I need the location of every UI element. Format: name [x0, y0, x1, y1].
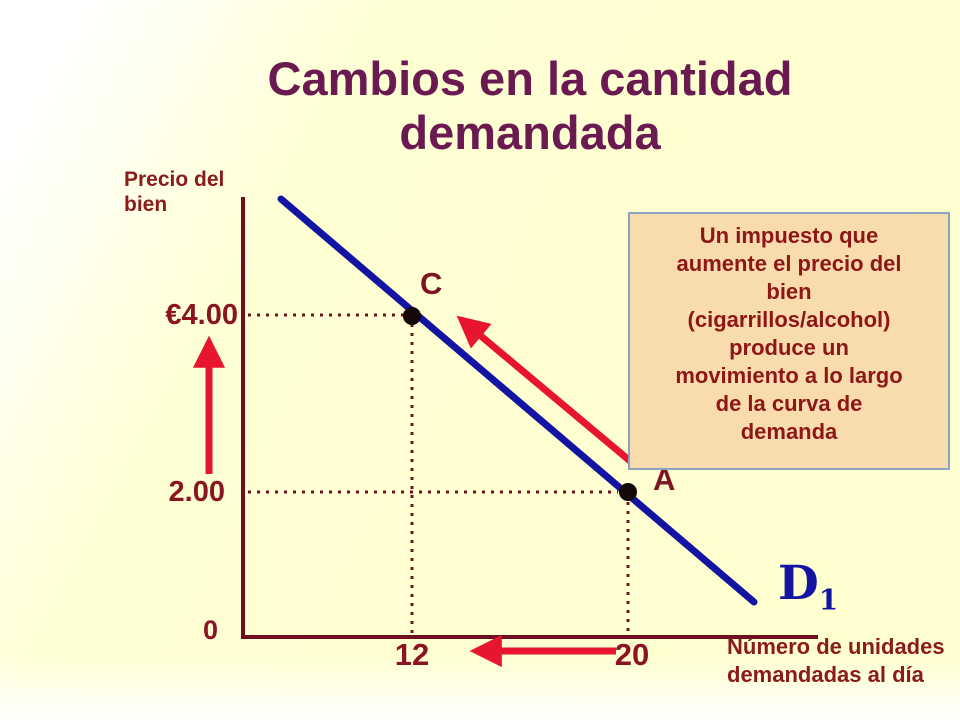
y-tick-4: €4.00	[165, 299, 238, 331]
x-tick-20: 20	[614, 637, 650, 672]
callout-text: Un impuesto que aumente el precio del bi…	[675, 223, 903, 444]
x-tick-12: 12	[394, 637, 430, 672]
curve-label-d1: D1	[778, 556, 838, 614]
y-tick-2: 2.00	[168, 476, 225, 508]
demand-curve-d1	[277, 195, 758, 606]
point-c-dot	[403, 307, 421, 325]
point-c-label: C	[420, 266, 443, 301]
slide-title: Cambios en la cantidad demandada	[267, 52, 793, 159]
callout-box: Un impuesto que aumente el precio del bi…	[628, 212, 950, 470]
movement-along-curve-arrow	[456, 315, 639, 469]
x-axis-label: Número de unidades demandadas al día	[727, 634, 945, 687]
point-a-label: A	[653, 462, 676, 497]
y-axis-label: Precio del bien	[124, 168, 225, 216]
curve-label-subscript: 1	[818, 583, 839, 617]
point-a-dot	[619, 483, 637, 501]
curve-label-d: D	[778, 556, 819, 611]
origin-tick: 0	[203, 615, 219, 645]
